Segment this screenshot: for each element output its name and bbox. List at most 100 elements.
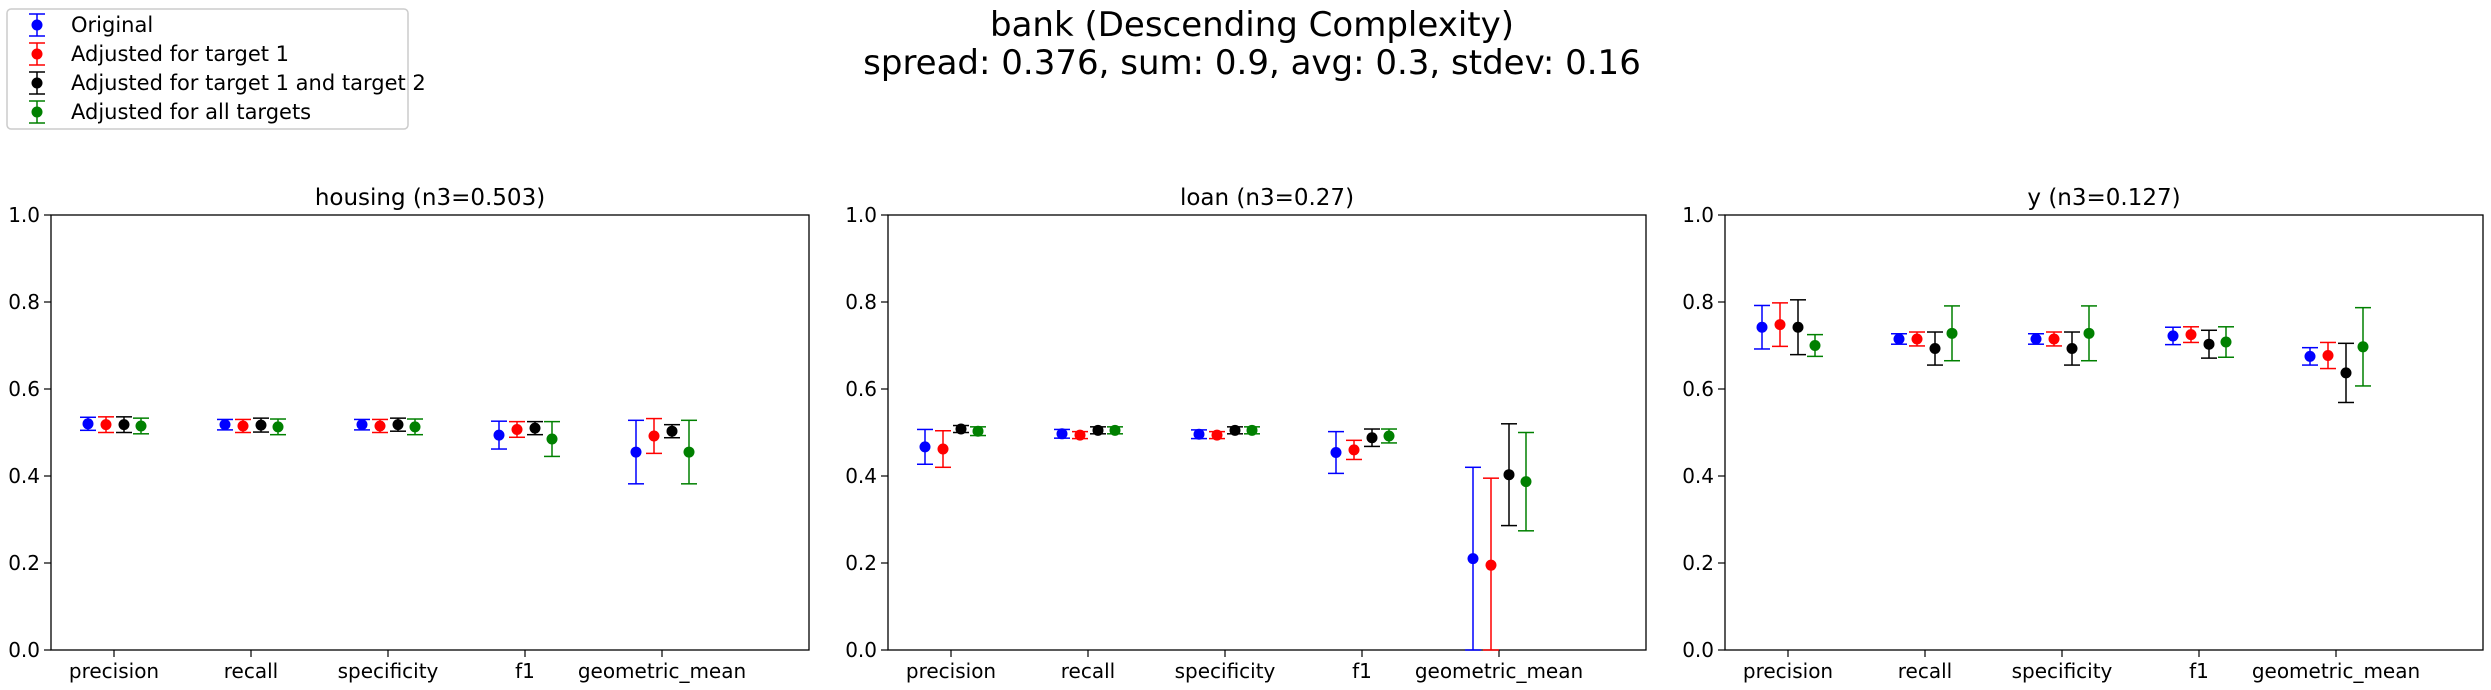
data-point xyxy=(546,433,558,445)
data-point xyxy=(1193,428,1205,440)
subplot: y (n3=0.127) 0.0 0.2 0.4 0.6 0.8 1.0 precision r… xyxy=(1682,185,2484,683)
data-point xyxy=(2322,350,2334,362)
data-point xyxy=(1056,428,1068,440)
x-tick-label: specificity xyxy=(338,659,439,683)
data-point xyxy=(1109,424,1121,436)
data-point xyxy=(1929,343,1941,355)
y-tick-label: 0.4 xyxy=(845,464,877,488)
data-point xyxy=(1330,447,1342,459)
data-point xyxy=(255,419,267,431)
legend-marker xyxy=(31,19,43,31)
data-point xyxy=(135,420,147,432)
legend: Original Adjusted for target 1 Adjusted fo… xyxy=(6,8,426,130)
data-point xyxy=(1366,432,1378,444)
data-point xyxy=(2048,333,2060,345)
series xyxy=(970,424,1534,532)
axes-frame xyxy=(887,214,1647,651)
axes-frame xyxy=(50,214,810,651)
data-point xyxy=(1246,424,1258,436)
data-point xyxy=(409,421,421,433)
data-point xyxy=(1485,559,1497,571)
y-tick-label: 1.0 xyxy=(1682,203,1714,227)
data-point xyxy=(1229,424,1241,436)
series xyxy=(133,417,697,485)
y-tick-label: 0.8 xyxy=(8,290,40,314)
legend-entry: Adjusted for target 1 and target 2 xyxy=(29,71,426,95)
series xyxy=(1754,304,2318,366)
data-point xyxy=(2203,338,2215,350)
data-point xyxy=(683,446,695,458)
data-point xyxy=(1503,469,1515,481)
data-point xyxy=(529,422,541,434)
y-tick-label: 0.4 xyxy=(8,464,40,488)
legend-label: Original xyxy=(71,13,153,37)
data-point xyxy=(1774,319,1786,331)
data-point xyxy=(1211,429,1223,441)
data-point xyxy=(493,429,505,441)
data-point xyxy=(1792,321,1804,333)
data-point xyxy=(1756,321,1768,333)
series xyxy=(1807,305,2371,387)
x-tick-label: geometric_mean xyxy=(1415,659,1583,683)
subplot: housing (n3=0.503) 0.0 0.2 0.4 0.6 0.8 1.0 prec… xyxy=(8,185,810,683)
x-tick-label: f1 xyxy=(515,659,535,683)
x-tick-label: precision xyxy=(69,659,159,683)
legend-label: Adjusted for target 1 and target 2 xyxy=(71,71,426,95)
x-tick-label: geometric_mean xyxy=(578,659,746,683)
data-point xyxy=(972,425,984,437)
legend-label: Adjusted for all targets xyxy=(71,100,311,124)
y-tick-label: 0.6 xyxy=(845,377,877,401)
series xyxy=(80,416,644,485)
data-point xyxy=(1074,429,1086,441)
x-tick-label: f1 xyxy=(1352,659,1372,683)
y-tick-label: 0.8 xyxy=(1682,290,1714,314)
y-tick-label: 0.4 xyxy=(1682,464,1714,488)
data-point xyxy=(219,419,231,431)
data-point xyxy=(2357,341,2369,353)
data-point xyxy=(511,423,523,435)
data-point xyxy=(2304,350,2316,362)
subplot-title: housing (n3=0.503) xyxy=(315,185,545,211)
data-point xyxy=(648,430,660,442)
data-point xyxy=(955,423,967,435)
figure-title-line1: bank (Descending Complexity) xyxy=(990,5,1514,45)
y-tick-label: 0.0 xyxy=(1682,638,1714,662)
series xyxy=(935,429,1499,651)
y-tick-label: 0.2 xyxy=(8,551,40,575)
data-point xyxy=(2167,330,2179,342)
y-tick-label: 0.8 xyxy=(845,290,877,314)
axes-frame xyxy=(1724,214,2484,651)
data-point xyxy=(1348,444,1360,456)
figure-title-line2: spread: 0.376, sum: 0.9, avg: 0.3, stdev… xyxy=(863,43,1641,83)
y-tick-label: 0.6 xyxy=(1682,377,1714,401)
x-tick-label: recall xyxy=(1061,659,1115,683)
data-point xyxy=(356,419,368,431)
data-point xyxy=(1520,476,1532,488)
data-point xyxy=(2066,343,2078,355)
x-tick-label: specificity xyxy=(1175,659,1276,683)
data-point xyxy=(1383,430,1395,442)
subplot: loan (n3=0.27) 0.0 0.2 0.4 0.6 0.8 1.0 precisio… xyxy=(845,185,1647,683)
y-tick-label: 0.2 xyxy=(1682,551,1714,575)
series xyxy=(116,416,680,439)
x-tick-label: precision xyxy=(906,659,996,683)
x-tick-label: recall xyxy=(1898,659,1952,683)
data-point xyxy=(630,446,642,458)
data-point xyxy=(2030,333,2042,345)
data-point xyxy=(919,441,931,453)
data-point xyxy=(2340,367,2352,379)
data-point xyxy=(2083,327,2095,339)
series xyxy=(953,423,1517,527)
y-tick-label: 0.6 xyxy=(8,377,40,401)
y-tick-label: 0.0 xyxy=(8,638,40,662)
y-tick-label: 1.0 xyxy=(845,203,877,227)
y-tick-label: 0.0 xyxy=(845,638,877,662)
subplot-title: loan (n3=0.27) xyxy=(1180,185,1354,211)
data-point xyxy=(1092,424,1104,436)
legend-marker xyxy=(31,48,43,60)
data-point xyxy=(82,418,94,430)
series xyxy=(1790,299,2354,404)
data-point xyxy=(666,425,678,437)
y-tick-label: 1.0 xyxy=(8,203,40,227)
